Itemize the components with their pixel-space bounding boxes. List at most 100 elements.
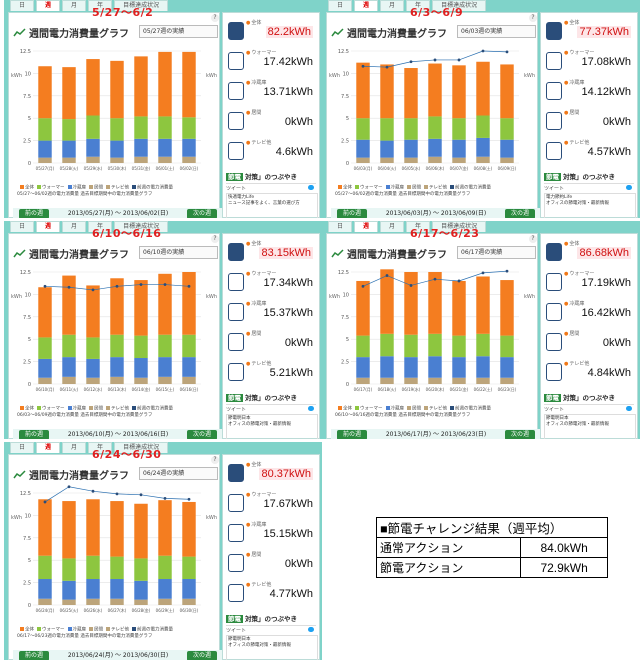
card-label: ●全体: [564, 240, 579, 247]
appliance-icon: [546, 273, 562, 291]
tweet-item[interactable]: 節電明日本 オフィスの節電対策・最新情報: [226, 635, 318, 660]
tweet-item[interactable]: 節電明日本 オフィスの節電対策・最新情報: [544, 414, 636, 439]
card-value: 4.77kWh: [269, 588, 313, 600]
date-range: 2013/05/27(月) ～ 2013/06/02(日): [67, 210, 169, 217]
prev-week-button[interactable]: 前の週: [19, 209, 49, 218]
date-range: 2013/06/17(月) ～ 2013/06/23(日): [385, 431, 487, 438]
tweet-bar[interactable]: ツイート: [226, 404, 316, 413]
week-select[interactable]: 06/10週の実績: [139, 246, 218, 259]
tweet-item[interactable]: 節電明日本 オフィスの節電対策・最新情報: [226, 414, 318, 439]
consumption-card-living: ●居間 0kWh: [226, 107, 316, 135]
previous-week-point: [409, 284, 413, 287]
consumption-card-fridge: ●冷蔵庫 13.71kWh: [226, 77, 316, 105]
tab-item[interactable]: 日: [328, 0, 353, 11]
tab-item[interactable]: 週: [36, 442, 61, 453]
next-week-button[interactable]: 次の週: [187, 430, 217, 439]
tab-item[interactable]: 目標達成状況: [432, 0, 487, 11]
bar-segment: [134, 358, 148, 378]
prev-week-button[interactable]: 前の週: [19, 651, 49, 660]
bar-chart: 0 2.5 5 7.5 10 12.5 06/03(月) 06/04(火) 06/05(水) 06…: [338, 49, 519, 171]
bar-segment: [182, 51, 196, 118]
appliance-icon: [228, 494, 244, 512]
tweet-bar[interactable]: ツイート: [544, 404, 634, 413]
bar-segment: [62, 119, 76, 141]
chart-legend: 全体 ウォーマー 冷蔵庫 居間 テレビ他 前週の電力消費量 06/10～06/16週の電力消…: [335, 406, 531, 419]
tab-item[interactable]: 週: [354, 0, 379, 11]
tab-item[interactable]: 月: [380, 221, 405, 232]
tweet-bar[interactable]: ツイート: [544, 183, 634, 192]
x-tick-label: 06/22(土): [474, 386, 493, 392]
summary-title-row: ■節電チャレンジ結果（週平均）: [376, 517, 608, 538]
tab-item[interactable]: 年: [406, 0, 431, 11]
tweet-bar[interactable]: ツイート: [226, 183, 316, 192]
help-icon[interactable]: ?: [211, 456, 219, 464]
tab-item[interactable]: 目標達成状況: [432, 221, 487, 232]
help-icon[interactable]: ?: [529, 235, 537, 243]
prev-week-button[interactable]: 前の週: [337, 209, 367, 218]
help-icon[interactable]: ?: [529, 14, 537, 22]
next-week-button[interactable]: 次の週: [187, 209, 217, 218]
summary-title: ■節電チャレンジ結果（週平均）: [376, 517, 608, 538]
bar-segment: [86, 358, 100, 378]
bullet-icon: ●: [564, 110, 569, 116]
card-label: ●全体: [564, 19, 579, 26]
tab-item[interactable]: 目標達成状況: [114, 221, 169, 232]
tab-item[interactable]: 年: [406, 221, 431, 232]
tab-item[interactable]: 日: [10, 442, 35, 453]
help-icon[interactable]: ?: [211, 14, 219, 22]
week-select[interactable]: 06/24週の実績: [139, 467, 218, 480]
tab-item[interactable]: 年: [88, 0, 113, 11]
x-tick-label: 06/01(土): [156, 165, 175, 171]
bar-segment: [404, 357, 418, 378]
tweet-bar[interactable]: ツイート: [226, 625, 316, 634]
y-tick-label: 10: [343, 71, 349, 77]
tab-item[interactable]: 月: [62, 0, 87, 11]
next-week-button[interactable]: 次の週: [505, 209, 535, 218]
bar-segment: [380, 118, 394, 141]
legend-label: 居間: [94, 185, 103, 191]
tab-item[interactable]: 日: [10, 221, 35, 232]
tab-item[interactable]: 週: [36, 0, 61, 11]
week-select[interactable]: 06/03週の実績: [457, 25, 536, 38]
tab-item[interactable]: 年: [88, 442, 113, 453]
week-panel: 日週月年目標達成状況 週間電力消費量グラフ 06/17週の実績 kWh kWh 0 2.5 5…: [322, 221, 640, 439]
bar-segment: [110, 556, 124, 580]
bar-segment: [86, 337, 100, 359]
chart-legend: 全体 ウォーマー 冷蔵庫 居間 テレビ他 前週の電力消費量 06/03～06/09週の電力消…: [17, 406, 213, 419]
y-tick-label: 0: [28, 603, 31, 609]
x-tick-label: 06/28(金): [132, 607, 151, 613]
bar-segment: [404, 139, 418, 158]
tab-item[interactable]: 目標達成状況: [114, 442, 169, 453]
card-value: 80.37kWh: [259, 468, 313, 480]
next-week-button[interactable]: 次の週: [187, 651, 217, 660]
legend-swatch: [37, 406, 41, 410]
x-tick-label: 06/11(火): [60, 387, 79, 392]
tab-item[interactable]: 日: [10, 0, 35, 11]
card-value: 83.15kWh: [259, 247, 313, 259]
tab-item[interactable]: 日: [328, 221, 353, 232]
tab-item[interactable]: 年: [88, 221, 113, 232]
bar-segment: [380, 269, 394, 334]
tab-item[interactable]: 月: [62, 221, 87, 232]
next-week-button[interactable]: 次の週: [505, 430, 535, 439]
tweet-item[interactable]: 快適電力Life ニュース記事をよく、言葉の選び方: [226, 193, 318, 218]
tab-item[interactable]: 月: [380, 0, 405, 11]
week-select[interactable]: 06/17週の実績: [457, 246, 536, 259]
tab-item[interactable]: 月: [62, 442, 87, 453]
tweet-item[interactable]: 電力節約Life オフィスの節電対策・最新情報: [544, 193, 636, 218]
tab-item[interactable]: 週: [354, 221, 379, 232]
prev-week-button[interactable]: 前の週: [19, 430, 49, 439]
y-unit-left: kWh: [329, 73, 341, 79]
bar-segment: [38, 598, 52, 605]
y-unit-right: kWh: [523, 294, 535, 300]
week-panel: 日週月年目標達成状況 週間電力消費量グラフ 06/10週の実績 kWh kWh 0 2.5 5…: [4, 221, 322, 439]
week-select[interactable]: 05/27週の実績: [139, 25, 218, 38]
legend-label: 居間: [412, 406, 421, 412]
y-tick-label: 5: [346, 116, 349, 122]
tab-item[interactable]: 週: [36, 221, 61, 232]
bar-segment: [110, 140, 124, 158]
tab-item[interactable]: 目標達成状況: [114, 0, 169, 11]
prev-week-button[interactable]: 前の週: [337, 430, 367, 439]
help-icon[interactable]: ?: [211, 235, 219, 243]
appliance-icon: [228, 554, 244, 572]
